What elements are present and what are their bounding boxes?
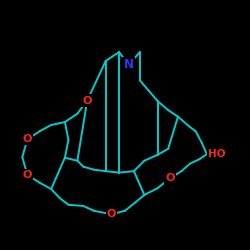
Text: O: O — [23, 134, 32, 144]
Text: O: O — [166, 173, 175, 183]
Text: N: N — [124, 58, 134, 71]
Text: O: O — [107, 209, 116, 219]
Text: O: O — [23, 170, 32, 180]
Text: O: O — [82, 96, 92, 106]
Text: HO: HO — [208, 149, 226, 159]
